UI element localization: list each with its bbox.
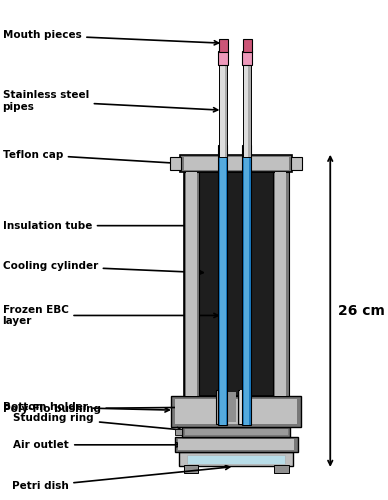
Bar <box>216 390 227 424</box>
Text: Poly-Flo bushing: Poly-Flo bushing <box>2 404 224 413</box>
Text: Bottom holder: Bottom holder <box>2 402 169 412</box>
Bar <box>244 146 249 425</box>
Text: Studding ring: Studding ring <box>13 412 182 432</box>
Text: Teflon cap: Teflon cap <box>2 150 178 165</box>
Bar <box>219 65 227 158</box>
Bar <box>220 65 225 158</box>
Bar <box>219 38 228 52</box>
Bar <box>171 396 301 427</box>
Text: Frozen EBC
layer: Frozen EBC layer <box>2 304 218 326</box>
Bar <box>274 466 289 472</box>
Bar <box>275 172 286 396</box>
Bar <box>218 390 225 424</box>
Bar <box>220 146 225 425</box>
Bar <box>175 399 297 424</box>
Text: Air outlet: Air outlet <box>13 440 181 450</box>
Bar <box>170 156 181 170</box>
Bar <box>238 390 249 424</box>
Text: 26 cm: 26 cm <box>338 304 385 318</box>
Bar <box>180 156 292 172</box>
Bar <box>243 38 252 52</box>
Bar <box>175 437 298 452</box>
Bar <box>240 390 247 424</box>
Bar <box>274 172 289 396</box>
Bar <box>242 146 251 425</box>
Bar <box>184 172 289 396</box>
Bar <box>186 172 197 396</box>
Bar <box>244 65 248 158</box>
Bar <box>242 65 251 158</box>
Bar <box>182 427 290 437</box>
Bar <box>187 454 285 464</box>
Bar <box>242 51 252 65</box>
Text: Mouth pieces: Mouth pieces <box>2 30 218 45</box>
Bar <box>178 440 294 450</box>
Bar <box>228 392 236 422</box>
Bar <box>218 51 229 65</box>
Text: Petri dish: Petri dish <box>12 466 230 491</box>
Bar <box>184 466 198 472</box>
Text: Stainless steel
pipes: Stainless steel pipes <box>2 90 218 112</box>
Text: Cooling cylinder: Cooling cylinder <box>2 261 203 274</box>
Bar <box>218 146 227 425</box>
Bar <box>184 157 289 170</box>
Bar <box>291 156 302 170</box>
Bar <box>179 452 293 466</box>
Bar <box>175 429 182 435</box>
Bar <box>185 429 288 436</box>
Bar <box>184 172 199 396</box>
Text: Insulation tube: Insulation tube <box>2 220 192 230</box>
